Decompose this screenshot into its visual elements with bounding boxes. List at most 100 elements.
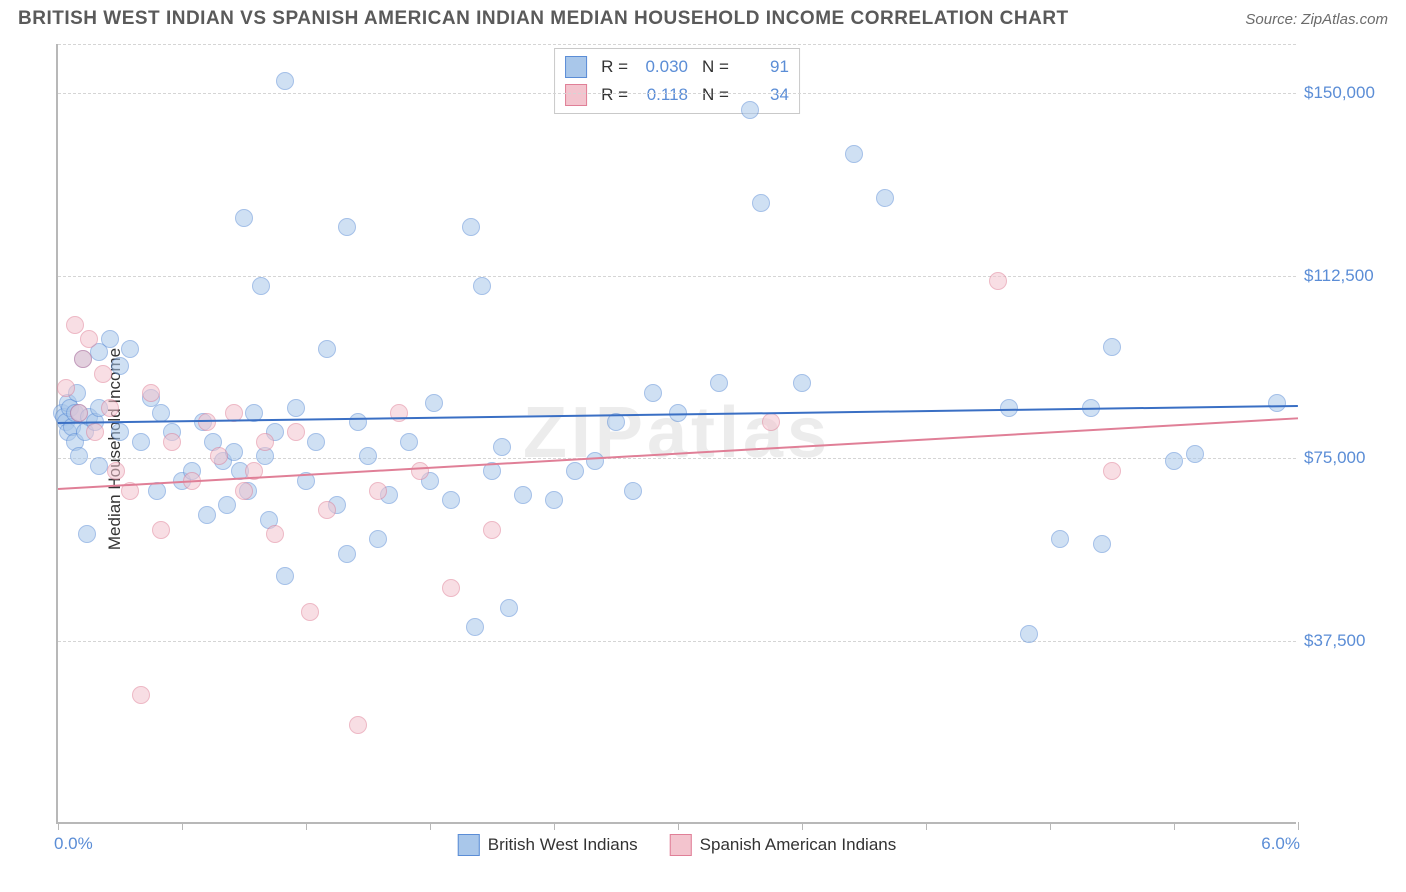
y-tick-label: $112,500 bbox=[1304, 266, 1384, 286]
x-tick bbox=[430, 822, 431, 830]
data-point bbox=[86, 423, 104, 441]
data-point bbox=[989, 272, 1007, 290]
gridline bbox=[58, 276, 1296, 277]
data-point bbox=[793, 374, 811, 392]
legend-swatch-b0 bbox=[458, 834, 480, 856]
data-point bbox=[586, 452, 604, 470]
data-point bbox=[132, 686, 150, 704]
data-point bbox=[74, 350, 92, 368]
data-point bbox=[369, 482, 387, 500]
x-max-label: 6.0% bbox=[1261, 834, 1300, 854]
x-tick bbox=[58, 822, 59, 830]
legend-stats-row-0: R = 0.030 N = 91 bbox=[565, 53, 789, 81]
data-point bbox=[287, 399, 305, 417]
data-point bbox=[132, 433, 150, 451]
data-point bbox=[483, 521, 501, 539]
data-point bbox=[276, 72, 294, 90]
header-row: BRITISH WEST INDIAN VS SPANISH AMERICAN … bbox=[0, 0, 1406, 30]
data-point bbox=[442, 579, 460, 597]
data-point bbox=[493, 438, 511, 456]
x-tick bbox=[1050, 822, 1051, 830]
data-point bbox=[78, 525, 96, 543]
data-point bbox=[70, 447, 88, 465]
data-point bbox=[107, 462, 125, 480]
data-point bbox=[101, 399, 119, 417]
data-point bbox=[741, 101, 759, 119]
x-min-label: 0.0% bbox=[54, 834, 93, 854]
data-point bbox=[266, 525, 284, 543]
data-point bbox=[338, 218, 356, 236]
data-point bbox=[359, 447, 377, 465]
data-point bbox=[301, 603, 319, 621]
legend-series-0: British West Indians bbox=[458, 834, 638, 856]
data-point bbox=[101, 330, 119, 348]
data-point bbox=[1103, 462, 1121, 480]
data-point bbox=[400, 433, 418, 451]
data-point bbox=[425, 394, 443, 412]
data-point bbox=[198, 506, 216, 524]
data-point bbox=[210, 447, 228, 465]
data-point bbox=[1165, 452, 1183, 470]
x-tick bbox=[182, 822, 183, 830]
data-point bbox=[256, 433, 274, 451]
data-point bbox=[276, 567, 294, 585]
data-point bbox=[462, 218, 480, 236]
data-point bbox=[500, 599, 518, 617]
legend-series-row: British West Indians Spanish American In… bbox=[458, 834, 896, 856]
data-point bbox=[318, 501, 336, 519]
gridline bbox=[58, 641, 1296, 642]
gridline-top bbox=[58, 44, 1296, 45]
data-point bbox=[338, 545, 356, 563]
data-point bbox=[94, 365, 112, 383]
data-point bbox=[473, 277, 491, 295]
y-tick-label: $150,000 bbox=[1304, 83, 1384, 103]
data-point bbox=[845, 145, 863, 163]
data-point bbox=[1103, 338, 1121, 356]
x-tick bbox=[1174, 822, 1175, 830]
data-point bbox=[111, 423, 129, 441]
legend-stats-box: R = 0.030 N = 91 R = 0.118 N = 34 bbox=[554, 48, 800, 114]
legend-swatch-1 bbox=[565, 84, 587, 106]
data-point bbox=[152, 521, 170, 539]
gridline bbox=[58, 458, 1296, 459]
data-point bbox=[1186, 445, 1204, 463]
scatter-plot: ZIPatlas R = 0.030 N = 91 R = 0.118 N = … bbox=[56, 44, 1296, 824]
data-point bbox=[566, 462, 584, 480]
data-point bbox=[442, 491, 460, 509]
y-tick-label: $75,000 bbox=[1304, 448, 1384, 468]
data-point bbox=[111, 357, 129, 375]
data-point bbox=[876, 189, 894, 207]
data-point bbox=[152, 404, 170, 422]
data-point bbox=[752, 194, 770, 212]
x-tick bbox=[306, 822, 307, 830]
data-point bbox=[90, 457, 108, 475]
legend-swatch-0 bbox=[565, 56, 587, 78]
x-tick bbox=[926, 822, 927, 830]
data-point bbox=[710, 374, 728, 392]
data-point bbox=[235, 482, 253, 500]
legend-series-1: Spanish American Indians bbox=[670, 834, 897, 856]
data-point bbox=[57, 379, 75, 397]
data-point bbox=[644, 384, 662, 402]
data-point bbox=[163, 433, 181, 451]
y-tick-label: $37,500 bbox=[1304, 631, 1384, 651]
gridline bbox=[58, 93, 1296, 94]
x-tick bbox=[678, 822, 679, 830]
data-point bbox=[252, 277, 270, 295]
x-tick bbox=[554, 822, 555, 830]
data-point bbox=[1020, 625, 1038, 643]
data-point bbox=[624, 482, 642, 500]
data-point bbox=[349, 716, 367, 734]
data-point bbox=[1051, 530, 1069, 548]
data-point bbox=[142, 384, 160, 402]
x-tick bbox=[1298, 822, 1299, 830]
data-point bbox=[466, 618, 484, 636]
data-point bbox=[70, 404, 88, 422]
legend-swatch-b1 bbox=[670, 834, 692, 856]
data-point bbox=[1268, 394, 1286, 412]
data-point bbox=[1093, 535, 1111, 553]
x-tick bbox=[802, 822, 803, 830]
data-point bbox=[198, 413, 216, 431]
data-point bbox=[66, 316, 84, 334]
data-point bbox=[762, 413, 780, 431]
